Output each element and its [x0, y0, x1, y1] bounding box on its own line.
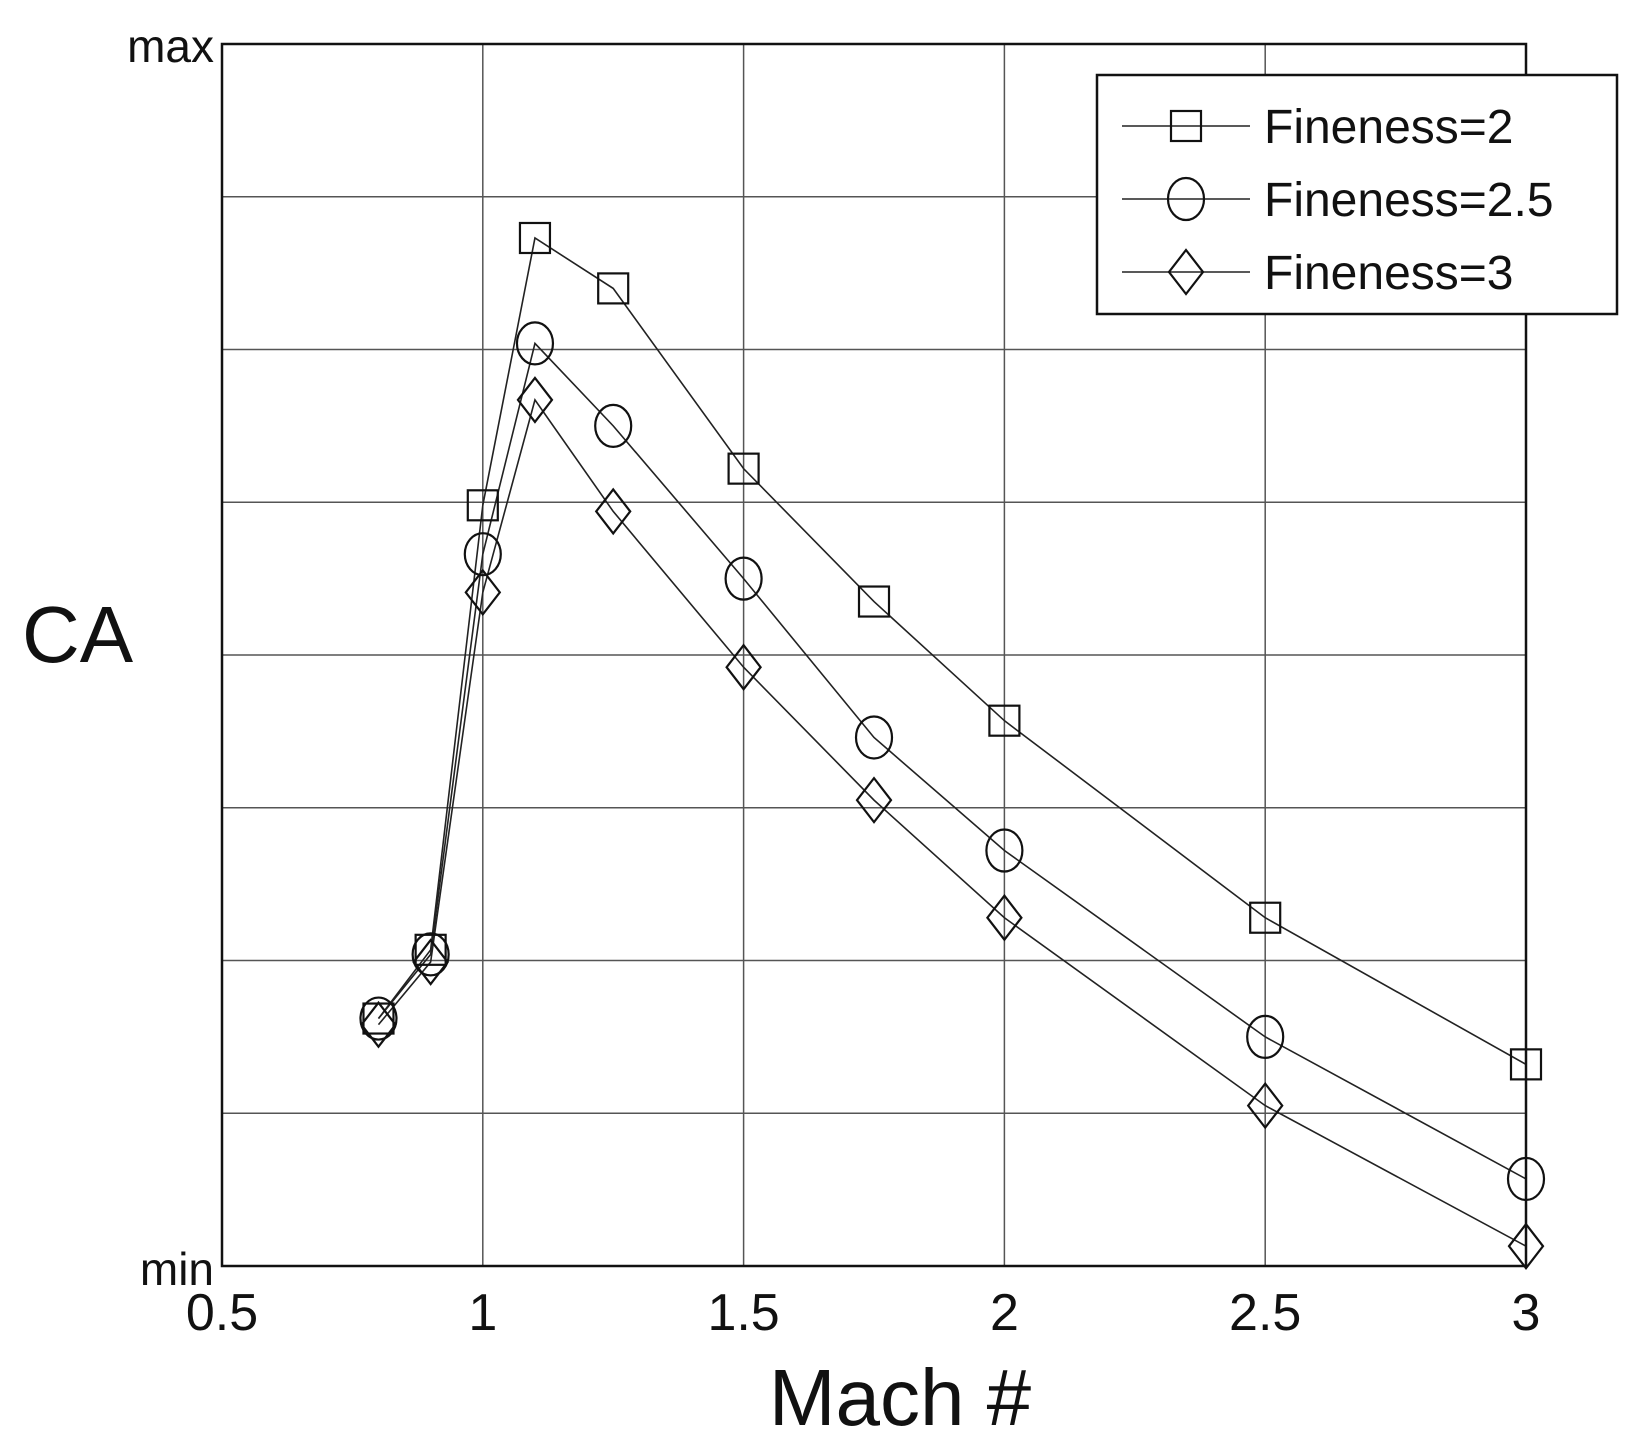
- data-point-circle: [411, 932, 450, 977]
- data-point-diamond: [464, 568, 502, 617]
- legend: Fineness=2 Fineness=2.5 Fineness=3: [1095, 73, 1619, 316]
- data-point-diamond: [725, 643, 762, 692]
- data-point-square: [414, 933, 447, 966]
- data-point-circle: [594, 403, 633, 448]
- x-tick-label: 1.5: [707, 1284, 779, 1342]
- y-axis-label: CA: [22, 590, 134, 679]
- series-line-circle: [377, 341, 1527, 1180]
- y-tick-label-min: min: [140, 1243, 214, 1295]
- data-point-square: [727, 452, 760, 485]
- data-point-square: [857, 585, 891, 618]
- legend-label: Fineness=2: [1264, 101, 1514, 154]
- data-point-circle: [515, 321, 555, 366]
- series-line-square: [377, 236, 1527, 1066]
- legend-entries: Fineness=2 Fineness=2.5 Fineness=3: [1122, 101, 1554, 300]
- series-lines: [377, 236, 1527, 1247]
- data-point-circle: [985, 828, 1024, 873]
- data-point-circle: [463, 532, 502, 577]
- data-point-diamond: [1507, 1222, 1545, 1270]
- data-point-circle: [1246, 1014, 1285, 1059]
- legend-marker-square: [1169, 109, 1203, 143]
- x-tick-label: 2.5: [1229, 1284, 1301, 1342]
- data-point-circle: [854, 715, 894, 760]
- x-tick-label: 2: [990, 1284, 1019, 1342]
- legend-marker-circle: [1166, 176, 1206, 222]
- x-tick-label: 1: [468, 1284, 497, 1342]
- series-markers: [359, 221, 1546, 1270]
- plot-frame: [220, 42, 1528, 1268]
- data-point-diamond: [412, 938, 450, 986]
- x-tick-label: 3: [1512, 1284, 1541, 1342]
- data-point-square: [597, 272, 630, 305]
- data-point-diamond: [594, 487, 632, 536]
- data-point-square: [1249, 901, 1282, 934]
- data-point-square: [466, 489, 499, 522]
- x-axis-label: Mach #: [769, 1353, 1032, 1442]
- legend-label: Fineness=3: [1264, 247, 1514, 300]
- data-point-diamond: [360, 1000, 397, 1049]
- x-tick-label: 0.5: [186, 1284, 258, 1342]
- legend-label: Fineness=2.5: [1264, 174, 1554, 227]
- data-point-diamond: [516, 376, 554, 424]
- data-point-square: [518, 221, 552, 255]
- data-point-diamond: [1246, 1081, 1284, 1130]
- y-tick-label-max: max: [127, 20, 214, 72]
- data-point-circle: [724, 556, 763, 601]
- data-point-diamond: [855, 776, 893, 824]
- data-point-circle: [359, 996, 398, 1041]
- data-point-diamond: [986, 893, 1023, 942]
- data-point-square: [988, 704, 1021, 737]
- series-line-diamond: [377, 398, 1527, 1247]
- legend-marker-diamond: [1167, 248, 1205, 296]
- legend-box: [1095, 73, 1619, 316]
- x-tick-labels: 0.5 1 1.5 2 2.5 3: [186, 1284, 1541, 1342]
